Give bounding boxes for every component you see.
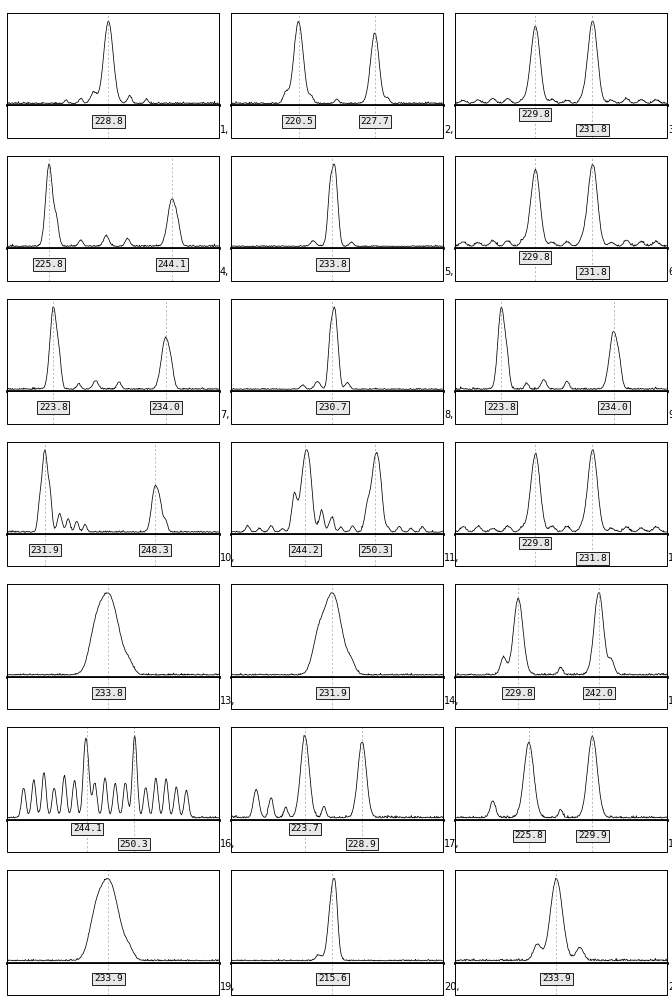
Text: 223.7: 223.7 xyxy=(290,824,319,833)
Text: 229.8: 229.8 xyxy=(521,253,550,262)
Text: 19,: 19, xyxy=(220,982,235,992)
Text: 229.8: 229.8 xyxy=(521,539,550,548)
Text: 233.9: 233.9 xyxy=(94,974,123,983)
Text: 229.9: 229.9 xyxy=(578,831,607,840)
Text: 215.6: 215.6 xyxy=(318,974,347,983)
Text: 234.0: 234.0 xyxy=(599,403,628,412)
Text: 242.0: 242.0 xyxy=(585,689,613,698)
Text: 231.9: 231.9 xyxy=(30,546,59,555)
Text: 230.7: 230.7 xyxy=(318,403,347,412)
Text: 234.0: 234.0 xyxy=(151,403,180,412)
Text: 250.3: 250.3 xyxy=(360,546,389,555)
Text: 231.8: 231.8 xyxy=(578,554,607,563)
Text: 244.1: 244.1 xyxy=(73,824,101,833)
Text: 12,: 12, xyxy=(668,553,672,563)
Text: 220.5: 220.5 xyxy=(284,117,313,126)
Text: 4,: 4, xyxy=(220,267,229,277)
Text: 13,: 13, xyxy=(220,696,235,706)
Text: 223.8: 223.8 xyxy=(487,403,515,412)
Text: 233.8: 233.8 xyxy=(318,260,347,269)
Text: 231.8: 231.8 xyxy=(578,268,607,277)
Text: 233.9: 233.9 xyxy=(542,974,571,983)
Text: 228.8: 228.8 xyxy=(94,117,123,126)
Text: 7,: 7, xyxy=(220,410,229,420)
Text: 228.9: 228.9 xyxy=(347,840,376,849)
Text: 248.3: 248.3 xyxy=(140,546,169,555)
Text: 16,: 16, xyxy=(220,839,235,849)
Text: 11,: 11, xyxy=(444,553,460,563)
Text: 244.2: 244.2 xyxy=(290,546,319,555)
Text: 9,: 9, xyxy=(668,410,672,420)
Text: 225.8: 225.8 xyxy=(515,831,543,840)
Text: 225.8: 225.8 xyxy=(35,260,63,269)
Text: 229.8: 229.8 xyxy=(504,689,533,698)
Text: 10,: 10, xyxy=(220,553,235,563)
Text: 2,: 2, xyxy=(444,125,454,135)
Text: 3,: 3, xyxy=(668,125,672,135)
Text: 21,: 21, xyxy=(668,982,672,992)
Text: 17,: 17, xyxy=(444,839,460,849)
Text: 18,: 18, xyxy=(668,839,672,849)
Text: 227.7: 227.7 xyxy=(360,117,389,126)
Text: 6,: 6, xyxy=(668,267,672,277)
Text: 231.8: 231.8 xyxy=(578,125,607,134)
Text: 231.9: 231.9 xyxy=(318,689,347,698)
Text: 233.8: 233.8 xyxy=(94,689,123,698)
Text: 20,: 20, xyxy=(444,982,460,992)
Text: 244.1: 244.1 xyxy=(158,260,186,269)
Text: 250.3: 250.3 xyxy=(120,840,149,849)
Text: 223.8: 223.8 xyxy=(39,403,68,412)
Text: 8,: 8, xyxy=(444,410,453,420)
Text: 1,: 1, xyxy=(220,125,229,135)
Text: 15,: 15, xyxy=(668,696,672,706)
Text: 229.8: 229.8 xyxy=(521,110,550,119)
Text: 5,: 5, xyxy=(444,267,454,277)
Text: 14,: 14, xyxy=(444,696,460,706)
